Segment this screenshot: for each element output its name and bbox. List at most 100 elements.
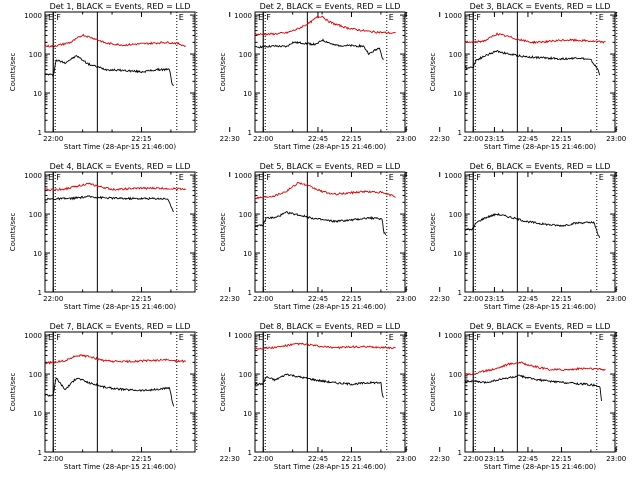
x-axis-label: Start Time (28-Apr-15 21:46:00) xyxy=(484,463,596,471)
plot-frame xyxy=(45,12,195,132)
x-axis-label: Start Time (28-Apr-15 21:46:00) xyxy=(274,143,386,151)
marker-label: E xyxy=(179,13,184,22)
marker-label: E xyxy=(389,13,394,22)
x-tick-label: 22:30 xyxy=(430,455,450,463)
marker-label: F xyxy=(56,333,61,342)
y-tick-label: 10 xyxy=(243,90,252,98)
y-tick-label: 1 xyxy=(458,289,462,297)
x-tick-label: 23:15 xyxy=(484,135,504,143)
x-tick-label: 23:00 xyxy=(396,135,416,143)
marker-label: E xyxy=(599,173,604,182)
marker-label: E xyxy=(179,333,184,342)
series-events xyxy=(255,39,384,59)
y-tick-label: 10 xyxy=(33,250,42,258)
y-axis-label: Counts/sec xyxy=(9,53,17,92)
x-tick-label: 22:15 xyxy=(551,135,571,143)
y-tick-label: 1 xyxy=(38,449,42,457)
marker-label: F xyxy=(266,13,271,22)
plot-frame xyxy=(255,172,405,292)
marker-label: E xyxy=(389,333,394,342)
y-tick-label: 1 xyxy=(38,289,42,297)
y-axis-label: Counts/sec xyxy=(429,53,437,92)
y-tick-label: 100 xyxy=(449,211,462,219)
x-tick-label: 23:00 xyxy=(396,295,416,303)
panel-det-3: Det 3, BLACK = Events, RED = LLD11010010… xyxy=(429,2,640,151)
x-tick-label: 22:15 xyxy=(551,455,571,463)
x-tick-label: 22:45 xyxy=(518,455,538,463)
x-tick-label: 22:15 xyxy=(341,135,361,143)
panel-title: Det 7, BLACK = Events, RED = LLD xyxy=(50,322,191,331)
x-tick-label: 22:00 xyxy=(463,295,483,303)
series-events xyxy=(465,214,600,238)
x-tick-label: 22:15 xyxy=(341,455,361,463)
y-tick-label: 100 xyxy=(239,211,252,219)
y-tick-label: 1000 xyxy=(234,172,252,180)
series-lld xyxy=(465,33,606,43)
x-tick-label: 22:00 xyxy=(253,455,273,463)
x-tick-label: 22:45 xyxy=(518,295,538,303)
plot-frame xyxy=(45,332,195,452)
y-axis-label: Counts/sec xyxy=(9,213,17,252)
panel-title: Det 6, BLACK = Events, RED = LLD xyxy=(470,162,611,171)
panel-det-6: Det 6, BLACK = Events, RED = LLD11010010… xyxy=(429,162,640,311)
y-tick-label: 100 xyxy=(239,51,252,59)
x-axis-label: Start Time (28-Apr-15 21:46:00) xyxy=(484,303,596,311)
y-tick-label: 1 xyxy=(38,129,42,137)
y-tick-label: 1 xyxy=(248,289,252,297)
y-tick-label: 1000 xyxy=(234,332,252,340)
x-tick-label: 22:15 xyxy=(131,455,151,463)
series-lld xyxy=(45,355,186,364)
x-tick-label: 22:00 xyxy=(253,135,273,143)
y-tick-label: 100 xyxy=(29,211,42,219)
y-tick-label: 10 xyxy=(243,410,252,418)
x-tick-label: 22:00 xyxy=(43,455,63,463)
x-tick-label: 23:00 xyxy=(606,455,626,463)
panel-title: Det 3, BLACK = Events, RED = LLD xyxy=(470,2,611,11)
series-lld xyxy=(45,35,186,47)
marker-label: E xyxy=(179,173,184,182)
x-tick-label: 22:00 xyxy=(43,135,63,143)
x-tick-label: 22:45 xyxy=(308,135,328,143)
y-axis-label: Counts/sec xyxy=(9,373,17,412)
x-tick-label: 23:15 xyxy=(484,455,504,463)
x-axis-label: Start Time (28-Apr-15 21:46:00) xyxy=(64,463,176,471)
y-tick-label: 1 xyxy=(248,129,252,137)
panel-title: Det 9, BLACK = Events, RED = LLD xyxy=(470,322,611,331)
y-tick-label: 100 xyxy=(449,51,462,59)
series-lld xyxy=(465,362,606,375)
plot-frame xyxy=(45,172,195,292)
series-lld xyxy=(255,343,396,349)
plot-frame xyxy=(255,332,405,452)
x-tick-label: 22:15 xyxy=(131,135,151,143)
y-axis-label: Counts/sec xyxy=(219,213,227,252)
y-tick-label: 10 xyxy=(453,90,462,98)
marker-label: E xyxy=(48,13,53,22)
marker-label: F xyxy=(56,13,61,22)
marker-label: E xyxy=(258,333,263,342)
x-tick-label: 22:45 xyxy=(518,135,538,143)
x-tick-label: 23:00 xyxy=(606,135,626,143)
x-tick-label: 22:00 xyxy=(253,295,273,303)
x-tick-label: 22:30 xyxy=(220,295,240,303)
series-events xyxy=(255,212,386,235)
marker-label: E xyxy=(599,333,604,342)
panel-title: Det 5, BLACK = Events, RED = LLD xyxy=(260,162,401,171)
y-tick-label: 10 xyxy=(33,90,42,98)
y-tick-label: 100 xyxy=(449,371,462,379)
y-axis-label: Counts/sec xyxy=(219,373,227,412)
x-tick-label: 22:15 xyxy=(551,295,571,303)
series-lld xyxy=(255,182,396,198)
x-tick-label: 22:30 xyxy=(220,135,240,143)
y-tick-label: 100 xyxy=(239,371,252,379)
panel-title: Det 4, BLACK = Events, RED = LLD xyxy=(50,162,191,171)
series-events xyxy=(465,375,602,401)
x-tick-label: 22:45 xyxy=(308,295,328,303)
marker-label: F xyxy=(476,173,481,182)
panel-det-9: Det 9, BLACK = Events, RED = LLD11010010… xyxy=(429,322,640,471)
marker-label: E xyxy=(258,13,263,22)
plot-frame xyxy=(465,332,615,452)
series-events xyxy=(45,196,174,212)
x-axis-label: Start Time (28-Apr-15 21:46:00) xyxy=(274,463,386,471)
